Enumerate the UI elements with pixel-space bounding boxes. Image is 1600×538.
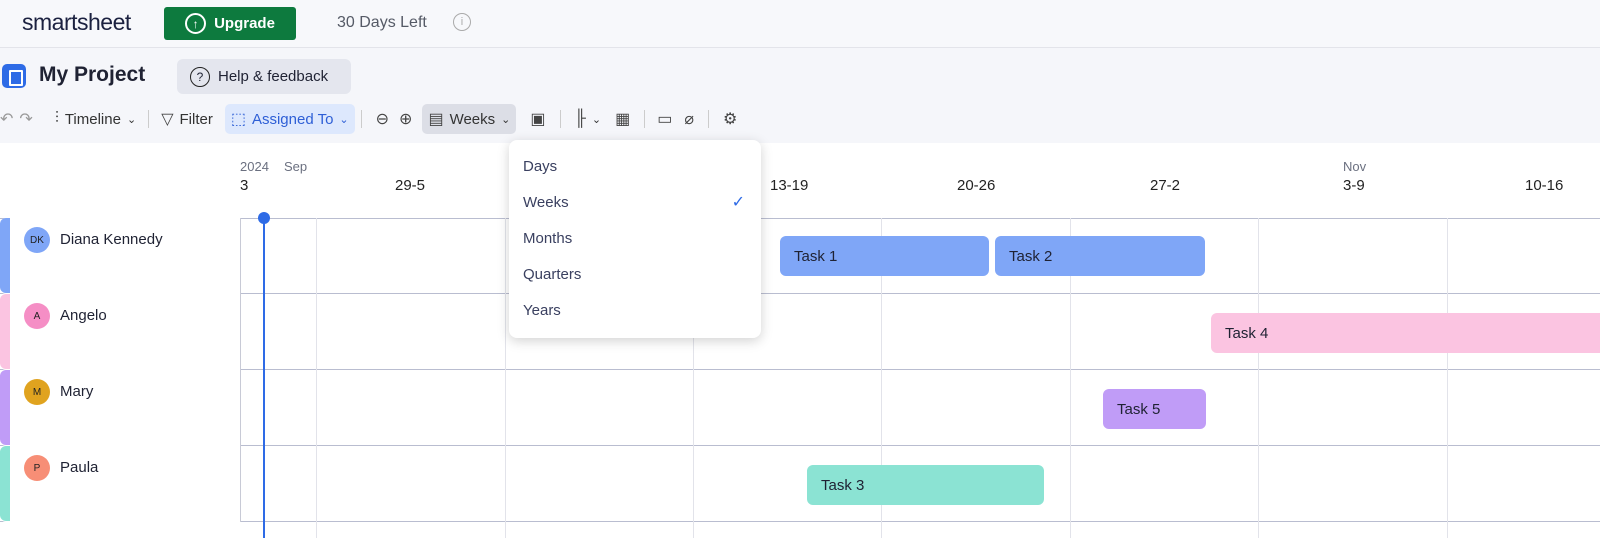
task-label: Task 3 xyxy=(821,476,865,494)
info-icon[interactable]: i xyxy=(453,13,471,31)
calendar-icon: ▤ xyxy=(428,111,444,128)
task-label: Task 5 xyxy=(1117,400,1161,418)
timescale-dropdown: Days Weeks ✓ Months Quarters Years xyxy=(509,140,761,338)
grid-line xyxy=(505,218,506,538)
grid-line xyxy=(1070,218,1071,538)
undo-icon[interactable]: ↶ xyxy=(0,111,14,128)
option-years[interactable]: Years xyxy=(509,292,761,328)
timeline-row xyxy=(0,370,1600,446)
scroll-to-today-icon[interactable]: ▣ xyxy=(530,111,546,128)
group-label: Assigned To xyxy=(251,110,334,128)
month-label-sep: Sep xyxy=(284,159,308,174)
avatar: P xyxy=(24,455,50,481)
grid-line xyxy=(1447,218,1448,538)
task-bar[interactable]: Task 2 xyxy=(995,236,1205,276)
redo-icon[interactable]: ↷ xyxy=(19,111,33,128)
week-label: 10-16 xyxy=(1525,177,1564,194)
divider xyxy=(644,110,646,128)
view-label: Timeline xyxy=(64,110,121,128)
lane-color-stripe xyxy=(0,446,10,521)
comment-icon[interactable]: ▭ xyxy=(657,111,673,128)
timescale-selector[interactable]: ▤ Weeks ⌄ xyxy=(422,104,517,134)
lane-color-stripe xyxy=(0,218,10,293)
avatar: M xyxy=(24,379,50,405)
chevron-down-icon[interactable]: ⌄ xyxy=(591,113,602,126)
assignee-name: Mary xyxy=(60,383,94,400)
option-weeks[interactable]: Weeks ✓ xyxy=(509,184,761,220)
option-label: Months xyxy=(523,229,573,247)
group-icon: ⬚ xyxy=(230,111,246,128)
grid-line xyxy=(693,218,694,538)
option-label: Weeks xyxy=(523,193,569,211)
option-months[interactable]: Months xyxy=(509,220,761,256)
grid-line xyxy=(881,218,882,538)
assignee-name: Diana Kennedy xyxy=(60,231,163,248)
filter-icon: ▽ xyxy=(161,111,174,128)
lane-color-stripe xyxy=(0,370,10,445)
attachment-icon[interactable]: ⌀ xyxy=(684,111,694,128)
task-label: Task 4 xyxy=(1225,324,1269,342)
zoom-in-icon[interactable]: ⊕ xyxy=(399,111,413,128)
divider xyxy=(559,110,561,128)
option-quarters[interactable]: Quarters xyxy=(509,256,761,292)
grid-line xyxy=(316,218,317,538)
filter-button[interactable]: ▽ Filter xyxy=(155,104,219,134)
grid-line xyxy=(1258,218,1259,538)
view-selector[interactable]: ⫶ Timeline ⌄ xyxy=(49,104,142,134)
month-label-nov: Nov xyxy=(1343,159,1367,174)
avatar: DK xyxy=(24,227,50,253)
timeline-row xyxy=(0,218,1600,294)
option-days[interactable]: Days xyxy=(509,148,761,184)
dependencies-icon[interactable]: ╟ xyxy=(574,110,586,127)
avatar: A xyxy=(24,303,50,329)
task-bar[interactable]: Task 5 xyxy=(1103,389,1206,429)
timeline-row xyxy=(0,446,1600,522)
week-label: 20-26 xyxy=(957,177,996,194)
assignee-name: Paula xyxy=(60,459,99,476)
filter-label: Filter xyxy=(179,110,213,128)
today-marker[interactable] xyxy=(258,212,270,224)
timeline-row xyxy=(0,294,1600,370)
today-line xyxy=(263,218,265,538)
checkmark-icon: ✓ xyxy=(731,194,745,211)
help-label: Help & feedback xyxy=(218,68,329,85)
year-label: 2024 xyxy=(240,159,269,174)
task-bar[interactable]: Task 4 xyxy=(1211,313,1600,353)
trial-days-left: 30 Days Left xyxy=(337,14,427,31)
week-label: 13-19 xyxy=(770,177,809,194)
upgrade-label: Upgrade xyxy=(214,15,275,32)
week-label: 3-9 xyxy=(1343,177,1365,194)
upgrade-button[interactable]: ↑ Upgrade xyxy=(164,7,296,40)
lane-color-stripe xyxy=(0,294,10,369)
group-by-button[interactable]: ⬚ Assigned To ⌄ xyxy=(224,104,355,134)
grid-icon[interactable]: ▦ xyxy=(615,111,631,128)
week-label: 29-5 xyxy=(395,177,426,194)
help-feedback-button[interactable]: ? Help & feedback xyxy=(177,59,351,94)
option-label: Years xyxy=(523,301,561,319)
settings-icon[interactable]: ⚙ xyxy=(722,111,738,128)
divider xyxy=(360,110,362,128)
divider xyxy=(707,110,709,128)
option-label: Quarters xyxy=(523,265,582,283)
project-icon xyxy=(2,64,26,88)
divider xyxy=(148,110,150,128)
week-label: 3 xyxy=(240,177,249,194)
arrow-up-icon: ↑ xyxy=(185,13,207,34)
week-label: 27-2 xyxy=(1150,177,1181,194)
chevron-down-icon: ⌄ xyxy=(501,113,511,126)
task-bar[interactable]: Task 3 xyxy=(807,465,1044,505)
question-icon: ? xyxy=(190,66,210,87)
smartsheet-logo[interactable]: smartsheet xyxy=(22,9,131,35)
task-label: Task 2 xyxy=(1009,247,1053,265)
page-title: My Project xyxy=(39,63,146,86)
chevron-down-icon: ⌄ xyxy=(126,113,137,126)
task-bar[interactable]: Task 1 xyxy=(780,236,989,276)
zoom-out-icon[interactable]: ⊖ xyxy=(375,111,390,128)
option-label: Days xyxy=(523,157,558,175)
assignee-name: Angelo xyxy=(60,307,107,324)
timescale-label: Weeks xyxy=(449,110,496,128)
task-label: Task 1 xyxy=(794,247,838,265)
timeline-icon: ⫶ xyxy=(54,110,59,127)
chevron-down-icon: ⌄ xyxy=(339,113,349,126)
